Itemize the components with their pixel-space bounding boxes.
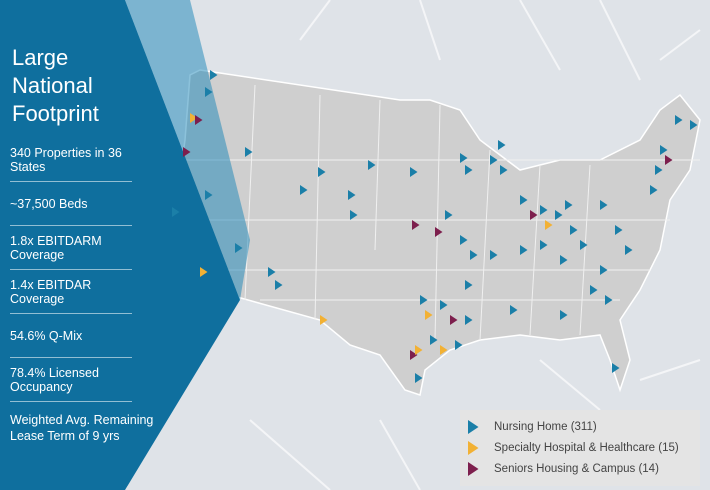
property-marker xyxy=(665,155,673,165)
property-marker xyxy=(425,310,433,320)
property-marker xyxy=(450,315,458,325)
property-marker xyxy=(650,185,658,195)
stat: 54.6% Q-Mix xyxy=(10,314,132,358)
property-marker xyxy=(560,310,568,320)
property-marker xyxy=(612,363,620,373)
property-marker xyxy=(210,70,218,80)
property-marker xyxy=(348,190,356,200)
state-lines xyxy=(178,84,700,341)
stat: ~37,500 Beds xyxy=(10,182,132,226)
title-line: National xyxy=(12,73,93,98)
property-marker xyxy=(440,300,448,310)
property-marker xyxy=(510,305,518,315)
property-marker xyxy=(410,167,418,177)
property-marker xyxy=(435,227,443,237)
property-marker xyxy=(540,205,548,215)
side-panel xyxy=(0,0,240,490)
property-marker xyxy=(245,147,253,157)
property-marker xyxy=(235,243,243,253)
property-marker xyxy=(275,280,283,290)
property-marker xyxy=(200,267,208,277)
property-marker xyxy=(490,250,498,260)
property-marker xyxy=(410,350,418,360)
property-marker xyxy=(318,167,326,177)
property-marker xyxy=(500,165,508,175)
property-marker xyxy=(465,280,473,290)
property-marker xyxy=(540,240,548,250)
property-marker xyxy=(605,295,613,305)
stat: 340 Properties in 36 States xyxy=(10,138,132,182)
stats: 340 Properties in 36 States ~37,500 Beds 1… xyxy=(10,138,170,444)
property-marker xyxy=(600,265,608,275)
legend-marker-shape xyxy=(468,461,479,476)
property-marker xyxy=(580,240,588,250)
property-marker xyxy=(415,373,423,383)
legend-item: Nursing Home (311) xyxy=(460,416,700,437)
property-marker xyxy=(190,113,198,123)
property-marker xyxy=(205,190,213,200)
property-marker xyxy=(615,225,623,235)
property-marker xyxy=(690,120,698,130)
property-marker xyxy=(183,147,191,157)
legend-marker-shape xyxy=(468,440,479,455)
stat: Weighted Avg. Remaining Lease Term of 9 … xyxy=(10,413,154,443)
property-marker xyxy=(368,160,376,170)
property-marker xyxy=(195,115,203,125)
property-marker xyxy=(498,140,506,150)
property-marker xyxy=(465,315,473,325)
title-line: Large xyxy=(12,45,69,70)
property-marker xyxy=(350,210,358,220)
legend-label: Nursing Home (311) xyxy=(494,420,597,433)
property-marker xyxy=(625,245,633,255)
property-marker xyxy=(430,335,438,345)
property-marker xyxy=(440,345,448,355)
property-marker xyxy=(320,315,328,325)
legend-marker xyxy=(468,440,479,455)
street-lines xyxy=(249,0,701,490)
property-marker xyxy=(520,245,528,255)
stat: 1.4x EBITDAR Coverage xyxy=(10,270,132,314)
legend-marker xyxy=(468,461,479,476)
legend-label: Seniors Housing & Campus (14) xyxy=(494,462,659,475)
property-marker xyxy=(470,250,478,260)
legend-label: Specialty Hospital & Healthcare (15) xyxy=(494,441,679,454)
property-marker xyxy=(465,165,473,175)
property-marker xyxy=(545,220,553,230)
property-marker xyxy=(412,220,420,230)
legend-marker xyxy=(468,419,479,434)
property-marker xyxy=(590,285,598,295)
property-marker xyxy=(565,200,573,210)
property-marker xyxy=(600,200,608,210)
property-marker xyxy=(455,340,463,350)
property-marker xyxy=(415,345,423,355)
property-marker xyxy=(460,153,468,163)
stat: 78.4% Licensed Occupancy xyxy=(10,358,132,402)
property-marker xyxy=(660,145,668,155)
property-marker xyxy=(560,255,568,265)
property-marker xyxy=(675,115,683,125)
property-marker xyxy=(520,195,528,205)
property-marker xyxy=(655,165,663,175)
property-marker xyxy=(300,185,308,195)
property-marker xyxy=(490,155,498,165)
legend: Nursing Home (311) Specialty Hospital & H… xyxy=(460,410,700,486)
legend-item: Specialty Hospital & Healthcare (15) xyxy=(460,437,700,458)
legend-marker-shape xyxy=(468,419,479,434)
title: Large National Footprint xyxy=(12,44,99,128)
property-marker xyxy=(268,267,276,277)
property-marker xyxy=(530,210,538,220)
property-marker xyxy=(555,210,563,220)
title-line: Footprint xyxy=(12,101,99,126)
property-marker xyxy=(172,207,180,217)
property-marker xyxy=(570,225,578,235)
legend-item: Seniors Housing & Campus (14) xyxy=(460,458,700,479)
property-marker xyxy=(205,87,213,97)
info-panel: Large National Footprint 340 Properties … xyxy=(0,0,190,490)
stat: 1.8x EBITDARM Coverage xyxy=(10,226,132,270)
property-marker xyxy=(460,235,468,245)
property-marker xyxy=(420,295,428,305)
property-marker xyxy=(445,210,453,220)
